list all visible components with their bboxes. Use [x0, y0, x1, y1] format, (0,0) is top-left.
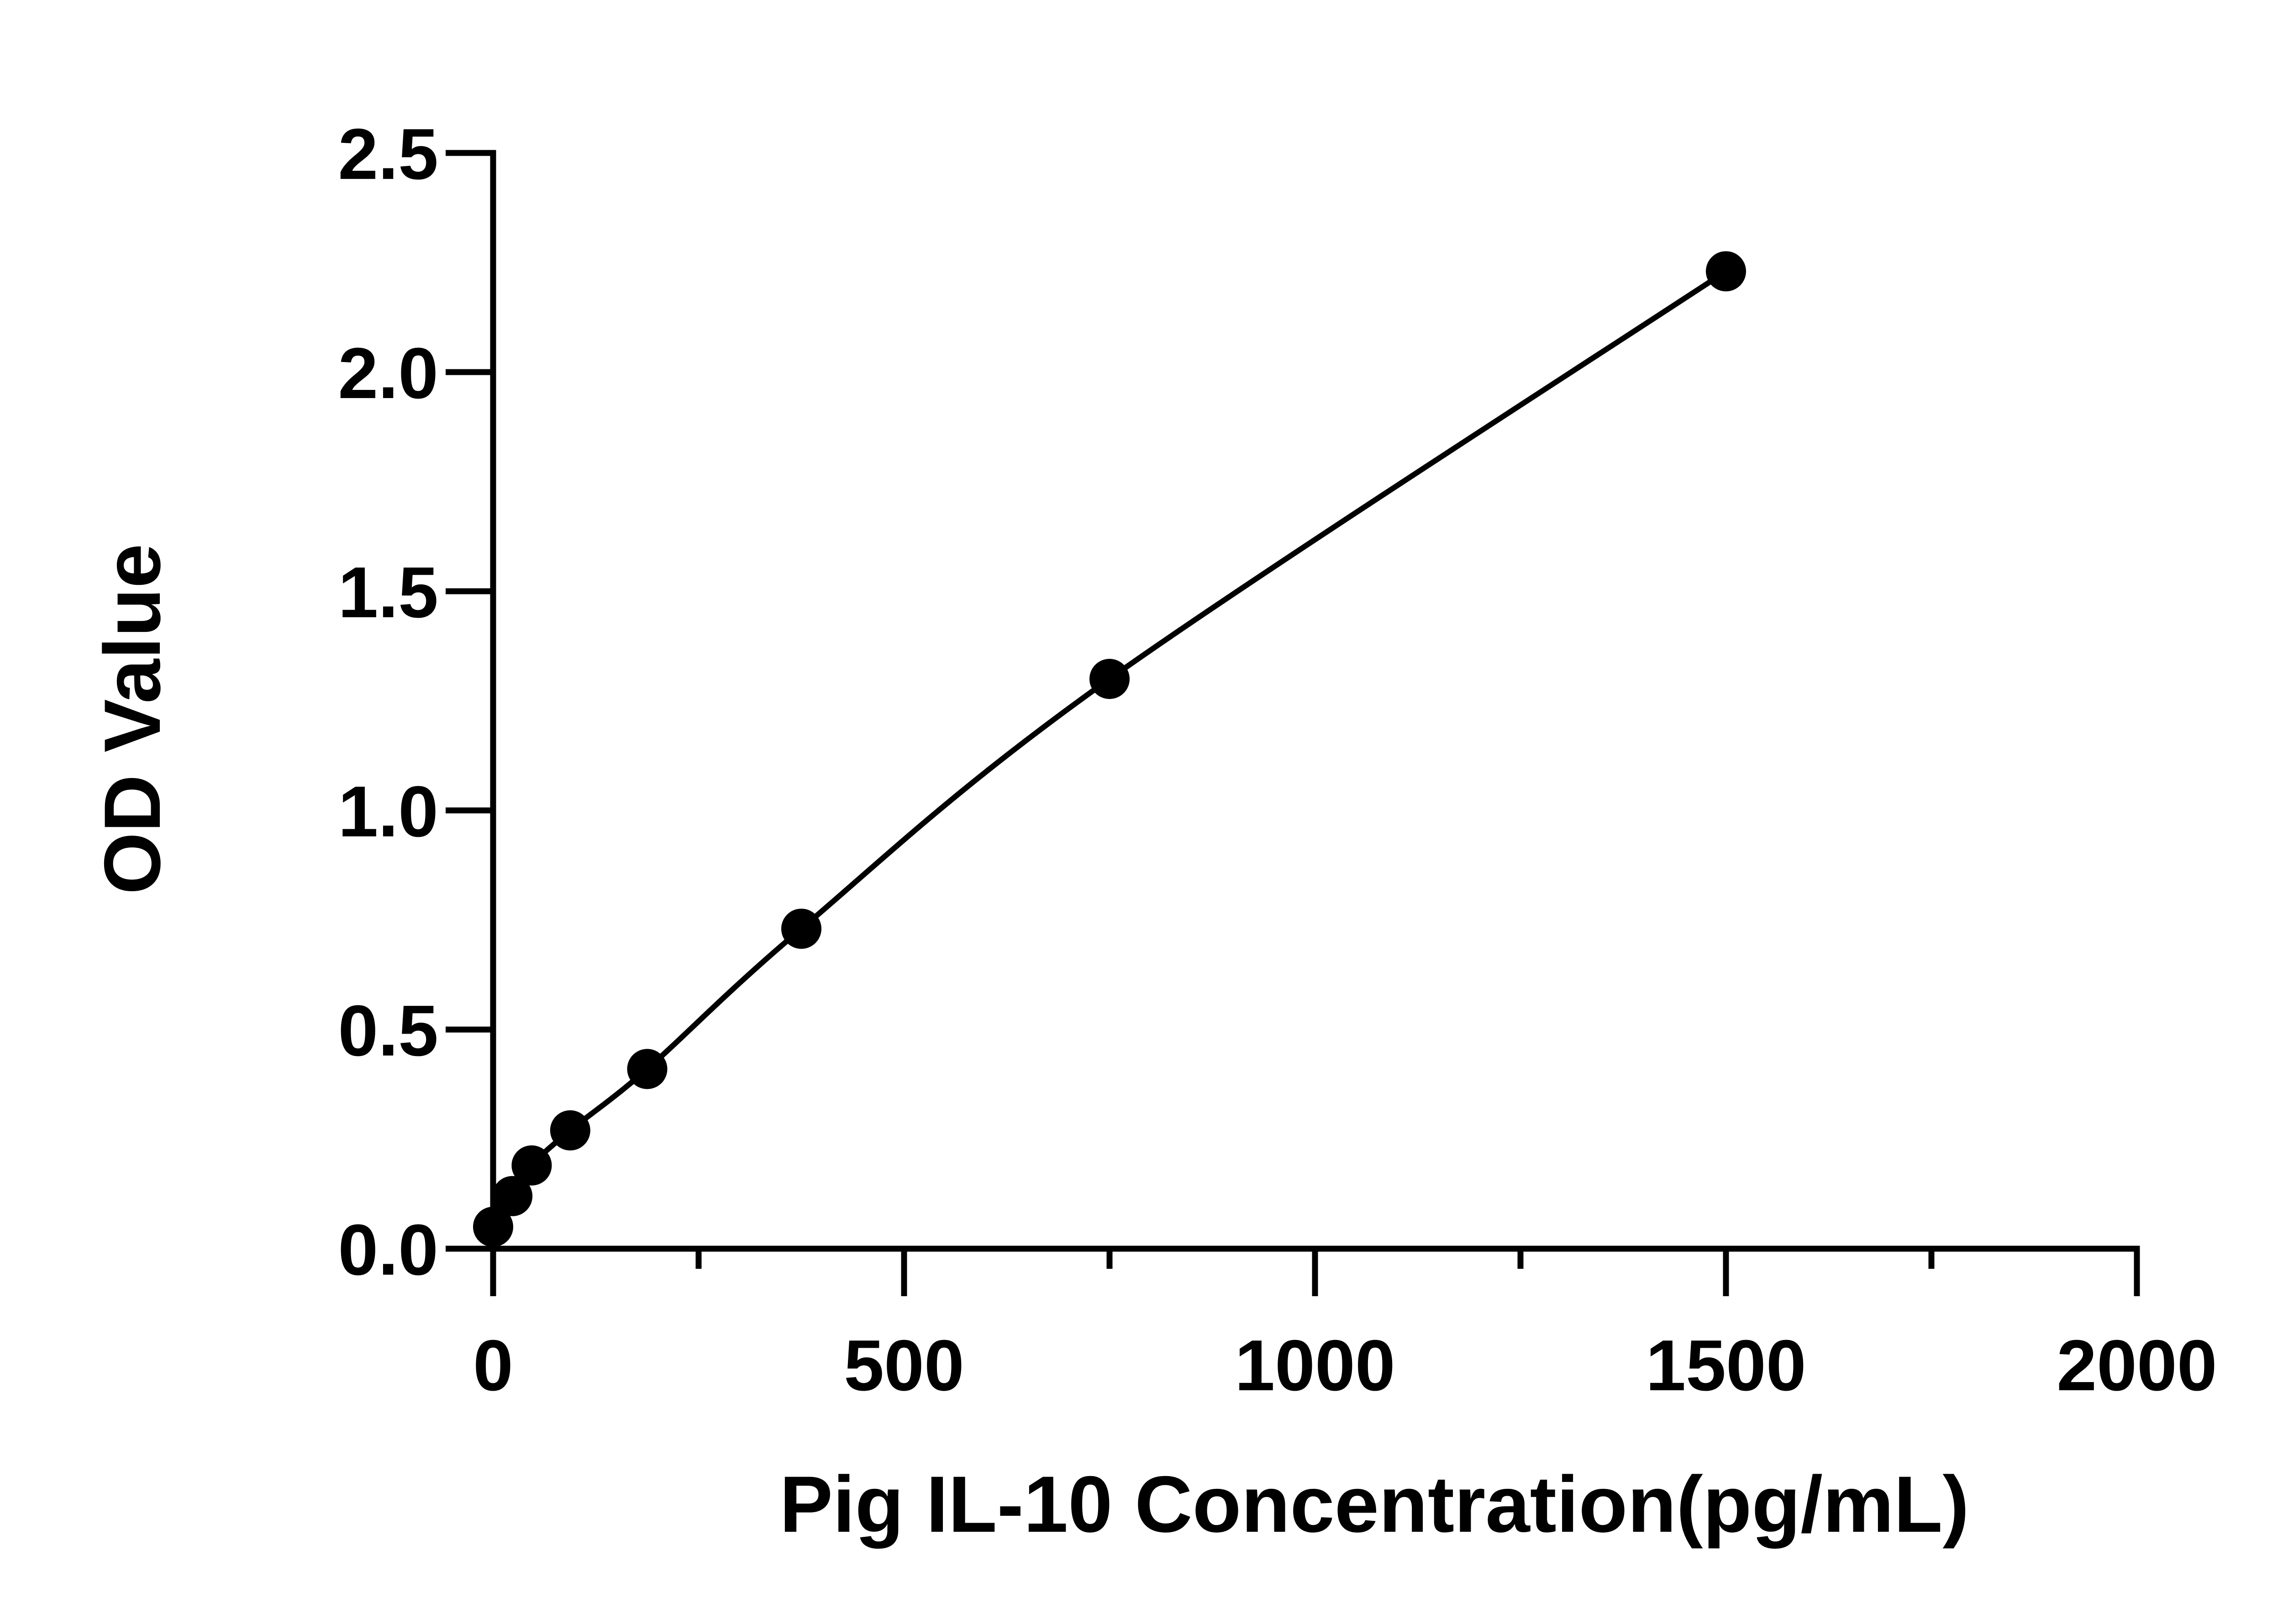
- y-tick-label: 0.0: [338, 1210, 438, 1290]
- data-point: [492, 1176, 533, 1216]
- y-tick-label: 2.5: [338, 114, 438, 194]
- labels-layer: 0.0 0.5 1.0 1.5 2.0 2.5 0 500 1000 1500 2000 Pig IL…: [88, 114, 2217, 1549]
- fit-curve: [490, 269, 1728, 1229]
- fit-curve-layer: [490, 269, 1728, 1229]
- data-point: [627, 1049, 668, 1089]
- data-point: [781, 909, 821, 949]
- y-axis-title: OD Value: [88, 544, 177, 894]
- data-point: [511, 1145, 552, 1186]
- y-tick-label: 1.0: [338, 772, 438, 852]
- y-tick-label: 0.5: [338, 991, 438, 1071]
- x-tick-label: 0: [473, 1325, 513, 1406]
- data-point: [1706, 251, 1746, 292]
- x-tick-label: 2000: [2057, 1325, 2217, 1406]
- y-tick-label: 2.0: [338, 333, 438, 414]
- x-axis-title: Pig IL-10 Concentration(pg/mL): [779, 1460, 1969, 1549]
- data-point: [1089, 659, 1130, 699]
- x-tick-label: 1000: [1235, 1325, 1395, 1406]
- data-points-layer: [473, 251, 1746, 1247]
- axes-layer: [446, 150, 2140, 1296]
- x-tick-label: 1500: [1646, 1325, 1806, 1406]
- data-point: [473, 1207, 513, 1247]
- data-point: [550, 1110, 590, 1151]
- x-tick-label: 500: [844, 1325, 964, 1406]
- y-tick-label: 1.5: [338, 552, 438, 633]
